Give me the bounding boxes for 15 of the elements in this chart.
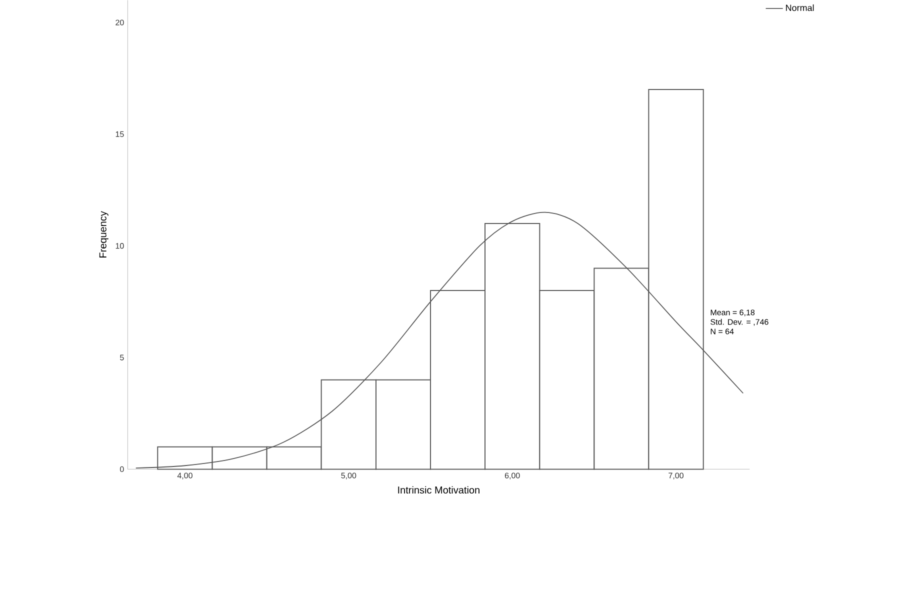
annotation: Mean = 6,18 <box>710 309 755 316</box>
annotation: Std. Dev. = ,746 <box>710 318 768 326</box>
x-tick-label: 5,00 <box>341 472 356 480</box>
x-tick-label: 4,00 <box>177 472 192 480</box>
x-tick-label: 7,00 <box>668 472 684 480</box>
legend-label: Normal <box>786 4 814 11</box>
x-tick-label: 6,00 <box>504 472 520 480</box>
annotation: N = 64 <box>710 328 734 334</box>
x-axis-title: Intrinsic Motivation <box>398 486 480 494</box>
y-tick-label: 10 <box>116 242 124 248</box>
y-tick-label: 20 <box>116 19 124 26</box>
y-axis-title: Frequency <box>99 210 108 258</box>
y-tick-label: 5 <box>120 354 124 360</box>
y-tick-label: 15 <box>116 131 124 137</box>
y-tick-label: 0 <box>120 466 124 472</box>
